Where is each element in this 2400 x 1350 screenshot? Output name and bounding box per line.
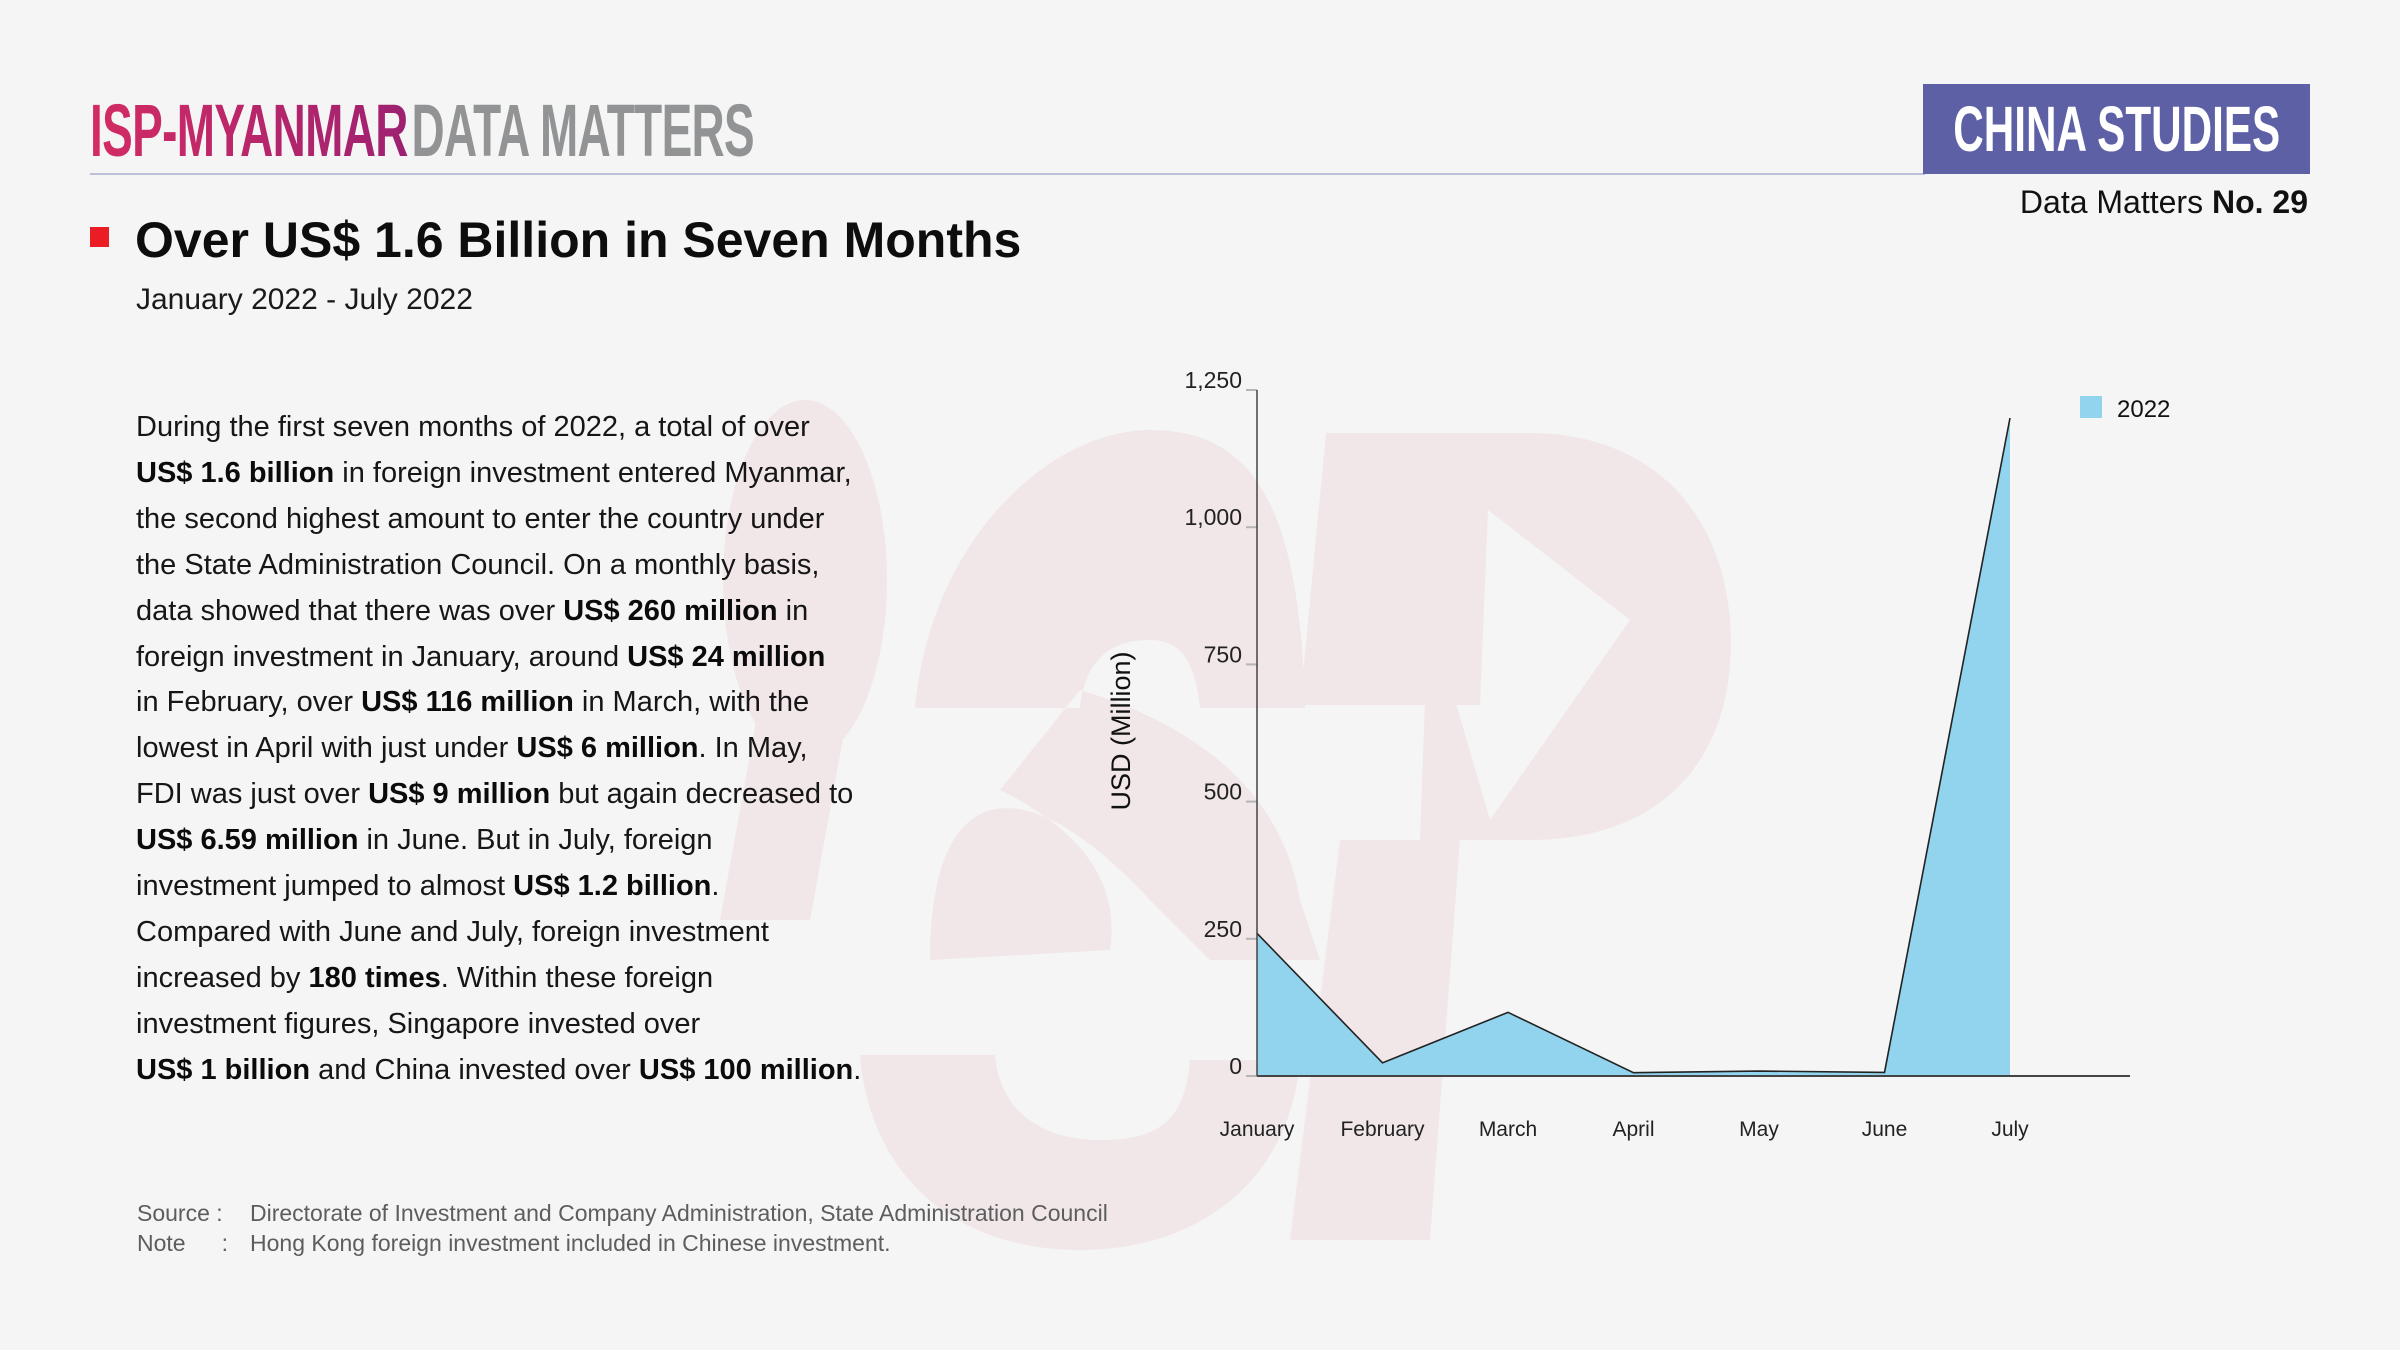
paragraph-line: US$ 6.59 million in June. But in July, f… <box>136 818 896 864</box>
issue-prefix: Data Matters <box>2019 184 2204 220</box>
highlight-figure: US$ 6 million <box>516 732 699 765</box>
paragraph-line: FDI was just over US$ 9 million but agai… <box>136 772 896 818</box>
note-line: Note: Hong Kong foreign investment includ… <box>137 1230 891 1257</box>
x-tick-label: May <box>1739 1118 1779 1141</box>
issue-number: Data Matters No. 29 <box>2020 184 2308 221</box>
paragraph-text: Compared with June and July, foreign inv… <box>136 915 769 948</box>
note-text: Hong Kong foreign investment included in… <box>250 1230 891 1256</box>
logo-primary: ISP-MYANMAR <box>90 89 408 172</box>
page-subtitle: January 2022 - July 2022 <box>136 283 473 316</box>
highlight-figure: 180 times <box>308 961 441 994</box>
highlight-figure: US$ 1.2 billion <box>513 870 712 903</box>
paragraph-text: FDI was just over <box>136 778 369 811</box>
y-axis-ticks: 0 250 500 750 1,000 1,250 <box>1184 367 1257 1079</box>
paragraph-text: in <box>777 594 809 627</box>
paragraph-text: lowest in April with just under <box>136 732 517 765</box>
issue-number-value: No. 29 <box>2211 184 2308 220</box>
paragraph-text: in foreign investment entered Myanmar, <box>334 456 852 489</box>
logo-secondary: DATA MATTERS <box>411 89 755 172</box>
brand-logo: ISP-MYANMARDATA MATTERS <box>90 94 755 168</box>
y-tick-label: 1,250 <box>1184 367 1242 393</box>
paragraph-text: in June. But in July, foreign <box>358 824 713 857</box>
y-tick-label: 750 <box>1204 641 1242 667</box>
highlight-figure: US$ 6.59 million <box>136 824 359 857</box>
paragraph-line: investment jumped to almost US$ 1.2 bill… <box>136 864 896 910</box>
paragraph-text: in March, with the <box>573 686 810 719</box>
source-label: Source : <box>137 1200 223 1226</box>
x-axis-labels: January February March April May June July <box>1220 1118 2030 1141</box>
note-label: Note: <box>137 1230 228 1256</box>
paragraph-text: . In May, <box>698 732 808 765</box>
x-tick-label: February <box>1340 1118 1425 1141</box>
paragraph-line: During the first seven months of 2022, a… <box>136 405 896 451</box>
plot-area <box>1256 417 2011 1077</box>
chart-legend: 2022 <box>2080 396 2170 423</box>
series-badge: CHINA STUDIES <box>1923 84 2310 174</box>
page-title: Over US$ 1.6 Billion in Seven Months <box>135 212 1022 268</box>
highlight-figure: US$ 260 million <box>563 594 778 627</box>
paragraph-line: data showed that there was over US$ 260 … <box>136 589 896 635</box>
title-bullet-icon <box>90 227 109 247</box>
paragraph-line: lowest in April with just under US$ 6 mi… <box>136 726 896 772</box>
y-tick-label: 250 <box>1204 916 1242 942</box>
paragraph-text: foreign investment in January, around <box>136 640 628 673</box>
paragraph-text: . <box>711 870 720 903</box>
paragraph-line: the State Administration Council. On a m… <box>136 543 896 589</box>
y-tick-label: 1,000 <box>1184 504 1242 530</box>
highlight-figure: US$ 116 million <box>361 686 574 719</box>
legend-swatch-2022 <box>2080 396 2102 418</box>
highlight-figure: US$ 100 million <box>638 1053 854 1086</box>
paragraph-text: and China invested over <box>310 1053 639 1086</box>
highlight-figure: US$ 9 million <box>368 778 551 811</box>
area-series-2022 <box>1257 417 2010 1077</box>
paragraph-line: in February, over US$ 116 million in Mar… <box>136 680 896 726</box>
paragraph-text: the State Administration Council. On a m… <box>136 548 820 581</box>
paragraph-line: US$ 1 billion and China invested over US… <box>136 1048 896 1094</box>
x-tick-label: April <box>1612 1118 1654 1141</box>
paragraph-text: . Within these foreign <box>440 961 714 994</box>
paragraph-text: investment jumped to almost <box>136 870 514 903</box>
source-text: Directorate of Investment and Company Ad… <box>250 1200 1108 1226</box>
paragraph-text: the second highest amount to enter the c… <box>136 502 825 535</box>
paragraph-line: investment figures, Singapore invested o… <box>136 1002 896 1048</box>
paragraph-text: increased by <box>136 961 309 994</box>
area-series-outline <box>1256 417 2011 1074</box>
paragraph-text: data showed that there was over <box>136 594 564 627</box>
x-tick-label: January <box>1220 1118 1295 1141</box>
x-tick-label: June <box>1862 1118 1908 1141</box>
paragraph-text: . <box>853 1053 862 1086</box>
paragraph-text: investment figures, Singapore invested o… <box>136 1007 701 1040</box>
highlight-figure: US$ 24 million <box>627 640 826 673</box>
series-badge-label: CHINA STUDIES <box>1953 93 2280 165</box>
y-tick-label: 0 <box>1229 1053 1242 1079</box>
paragraph-line: US$ 1.6 billion in foreign investment en… <box>136 451 896 497</box>
highlight-figure: US$ 1.6 billion <box>136 456 335 489</box>
paragraph-text: During the first seven months of 2022, a… <box>136 411 810 443</box>
summary-paragraph: During the first seven months of 2022, a… <box>136 405 896 1094</box>
paragraph-line: foreign investment in January, around US… <box>136 635 896 681</box>
x-tick-label: March <box>1479 1118 1537 1141</box>
legend-label-2022: 2022 <box>2117 396 2170 423</box>
x-tick-label: July <box>1991 1118 2029 1141</box>
paragraph-text: in February, over <box>136 686 362 719</box>
y-axis-title: USD (Million) <box>1106 651 1136 810</box>
paragraph-line: increased by 180 times. Within these for… <box>136 956 896 1002</box>
paragraph-line: the second highest amount to enter the c… <box>136 497 896 543</box>
highlight-figure: US$ 1 billion <box>136 1053 311 1086</box>
source-line: Source : Directorate of Investment and Co… <box>137 1200 1108 1227</box>
paragraph-line: Compared with June and July, foreign inv… <box>136 910 896 956</box>
header-divider <box>90 173 1925 175</box>
paragraph-text: but again decreased to <box>550 778 854 811</box>
y-tick-label: 500 <box>1204 779 1242 805</box>
